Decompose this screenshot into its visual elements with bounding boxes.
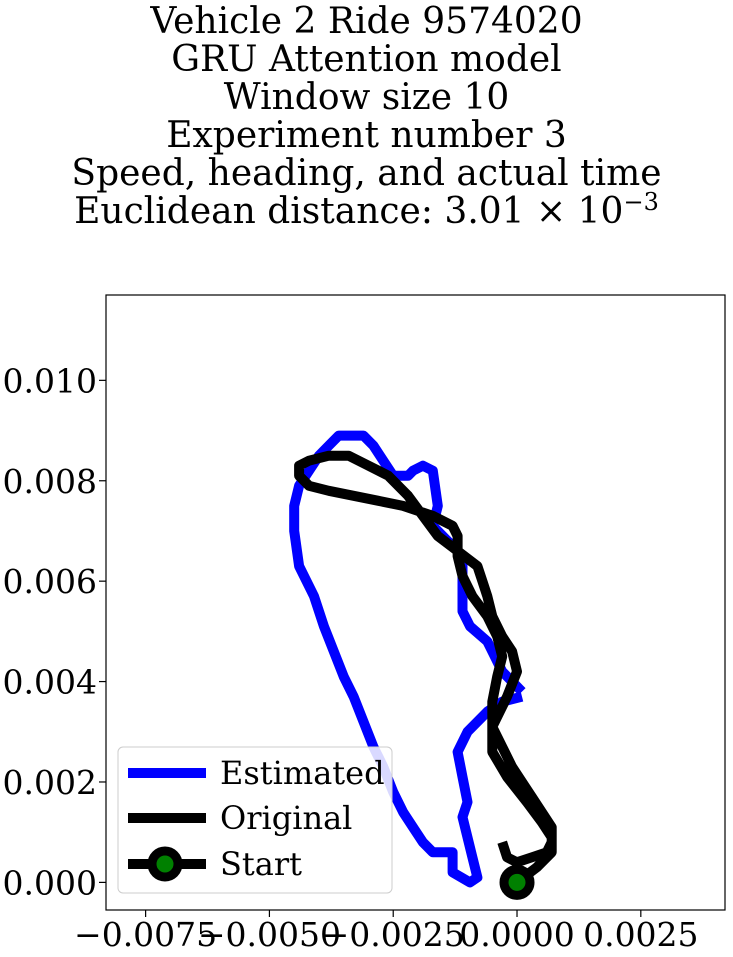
title-distance-exponent: −3 — [623, 188, 659, 216]
y-tick-label: 0.002 — [3, 763, 97, 802]
y-tick-label: 0.010 — [3, 361, 97, 400]
legend: Estimated Original Start — [117, 746, 393, 894]
x-tick-label: 0.0000 — [459, 915, 574, 954]
y-tick-label: 0.008 — [3, 462, 97, 501]
x-tick-label: −0.0025 — [322, 915, 465, 954]
series-line-original — [294, 450, 557, 887]
x-tick-label: 0.0025 — [583, 915, 698, 954]
x-tick-label: −0.0075 — [74, 915, 217, 954]
title-line-window: Window size 10 — [223, 77, 510, 118]
start-marker — [499, 864, 535, 900]
legend-label-start: Start — [220, 845, 302, 883]
title-distance-prefix: Euclidean distance: 3.01 × 10 — [74, 191, 624, 232]
legend-label-original: Original — [220, 799, 352, 837]
x-tick-label: −0.0050 — [198, 915, 341, 954]
series-line-estimated — [289, 430, 526, 888]
title-line-model: GRU Attention model — [171, 39, 562, 80]
title-line-vehicle: Vehicle 2 Ride 9574020 — [150, 1, 583, 42]
legend-label-estimated: Estimated — [220, 754, 385, 792]
y-tick-label: 0.000 — [3, 863, 97, 902]
legend-box — [117, 746, 393, 894]
title-line-experiment: Experiment number 3 — [166, 115, 567, 156]
title-line-features: Speed, heading, and actual time — [71, 153, 662, 194]
y-tick-label: 0.004 — [3, 663, 97, 702]
legend-start-marker — [147, 846, 183, 882]
chart-title: Vehicle 2 Ride 9574020 GRU Attention mod… — [0, 0, 733, 231]
y-tick-label: 0.006 — [3, 562, 97, 601]
title-line-distance: Euclidean distance: 3.01 × 10−3 — [0, 190, 733, 232]
